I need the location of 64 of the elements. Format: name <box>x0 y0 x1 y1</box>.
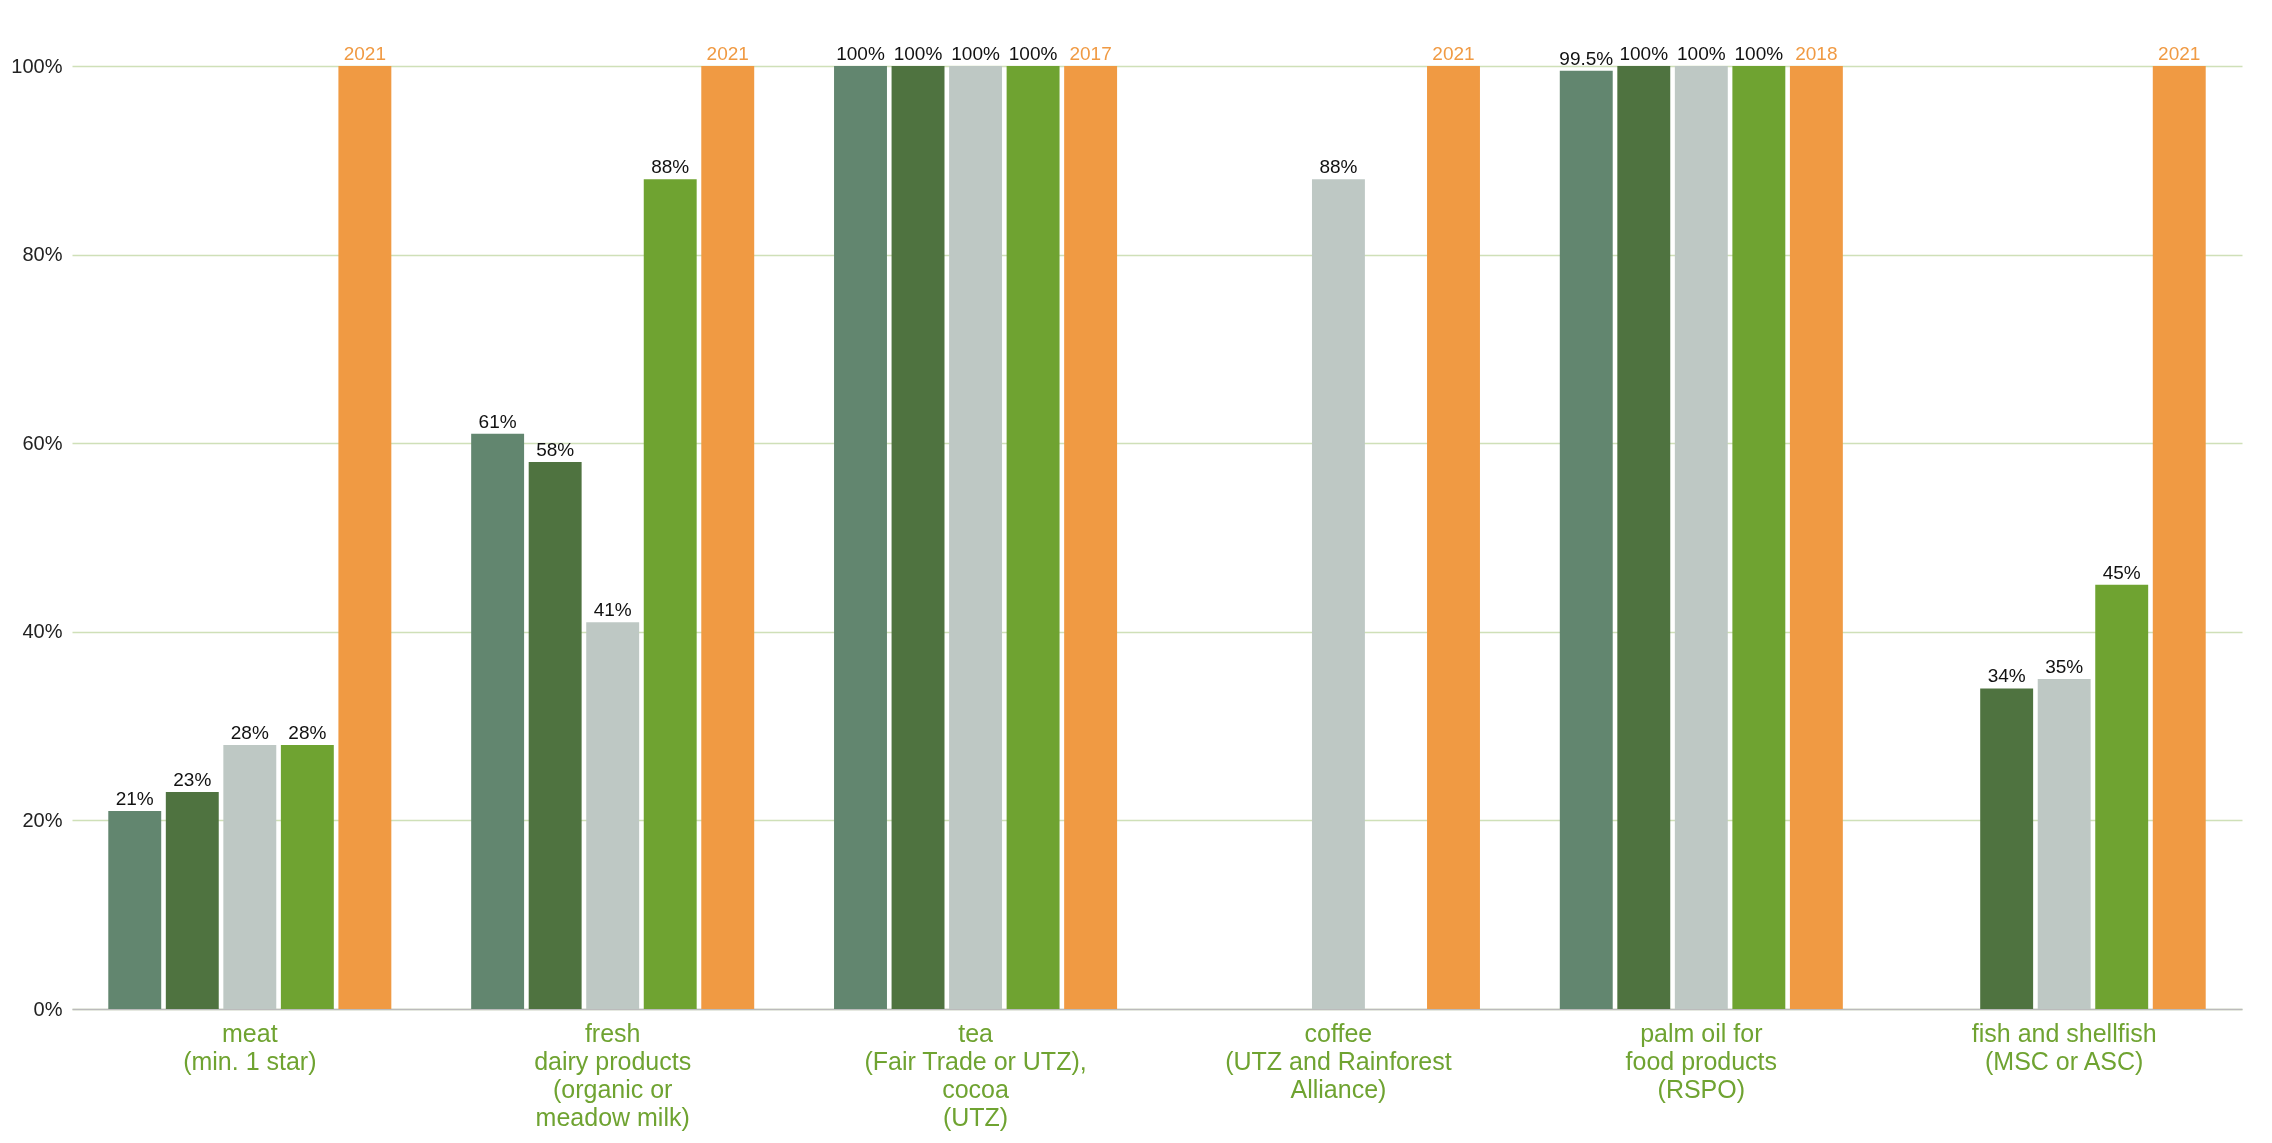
bar <box>280 744 334 1009</box>
bar <box>2152 66 2206 1009</box>
bar <box>1006 66 1060 1009</box>
y-tick-label: 60% <box>22 431 63 454</box>
data-label: 58% <box>536 439 575 461</box>
data-label: 28% <box>288 721 327 743</box>
bar <box>701 66 755 1009</box>
data-label: 100% <box>951 43 1000 64</box>
x-tick-label: tea (Fair Trade or UTZ), cocoa (UTZ) <box>864 1018 1087 1131</box>
bar <box>1617 66 1671 1009</box>
data-label: 100% <box>836 43 885 64</box>
y-tick-label: 40% <box>22 620 63 643</box>
bar <box>108 810 162 1009</box>
bar <box>528 462 582 1009</box>
data-label: 99.5% <box>1559 47 1614 69</box>
bar <box>471 433 525 1009</box>
data-label: 100% <box>1619 43 1669 64</box>
x-tick-label: palm oil for food products (RSPO) <box>1625 1018 1778 1103</box>
bar <box>1674 66 1728 1009</box>
text: 2021 <box>1432 43 1475 64</box>
x-tick-label: coffee (UTZ and Rainforest Alliance) <box>1225 1018 1452 1103</box>
data-label: 28% <box>230 721 269 743</box>
bar <box>2037 678 2091 1009</box>
bar <box>338 66 392 1009</box>
text: 2017 <box>1069 43 1112 64</box>
data-label: 100% <box>1734 43 1784 64</box>
bar <box>1064 66 1118 1009</box>
text: 2021 <box>2158 43 2201 64</box>
bar <box>1789 66 1843 1009</box>
x-tick-label: fresh dairy products (organic or meadow milk) <box>534 1018 692 1131</box>
bar <box>165 792 219 1009</box>
x-tick-label: meat (min. 1 star) <box>183 1018 317 1075</box>
bar <box>1980 688 2034 1009</box>
data-label: 100% <box>1677 43 1726 64</box>
bar <box>223 744 277 1009</box>
bar <box>643 179 697 1009</box>
bar <box>1732 66 1786 1009</box>
bar <box>586 622 640 1009</box>
text: 2021 <box>343 43 387 64</box>
data-label: 23% <box>173 769 212 791</box>
data-label: 34% <box>1987 665 2026 687</box>
y-tick-label: 0% <box>33 997 63 1020</box>
data-label: 88% <box>651 156 690 178</box>
text: 2018 <box>1795 43 1838 64</box>
data-label: 61% <box>478 410 517 432</box>
data-label: 35% <box>2045 655 2084 677</box>
x-tick-label: fish and shellfish (MSC or ASC) <box>1971 1018 2157 1075</box>
bar <box>2095 584 2149 1009</box>
bar <box>834 66 887 1009</box>
bar <box>1559 70 1613 1009</box>
data-label: 41% <box>593 599 632 621</box>
y-tick-label: 80% <box>22 243 63 266</box>
data-label: 100% <box>893 43 943 64</box>
data-label: 88% <box>1319 156 1358 178</box>
y-tick-label: 100% <box>11 54 63 77</box>
data-label: 100% <box>1008 43 1058 64</box>
bar <box>1311 179 1365 1009</box>
y-tick-label: 20% <box>22 808 63 831</box>
bar <box>891 66 945 1009</box>
text: 2021 <box>706 43 749 64</box>
data-label: 21% <box>115 787 154 809</box>
bar <box>1427 66 1480 1009</box>
bar <box>949 66 1003 1009</box>
data-label: 45% <box>2102 561 2141 583</box>
